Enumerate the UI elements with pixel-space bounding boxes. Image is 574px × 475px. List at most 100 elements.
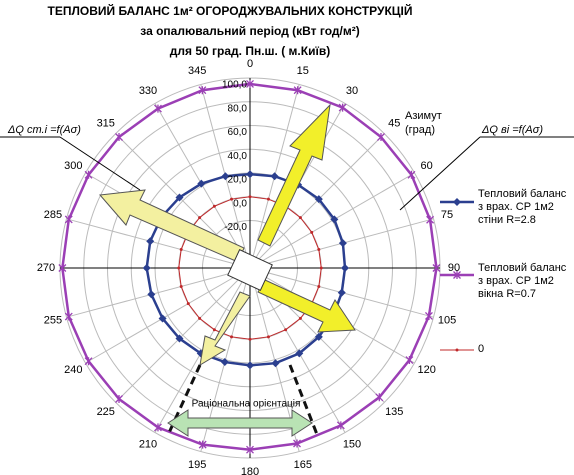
marker <box>146 237 155 246</box>
marker <box>455 348 459 352</box>
marker <box>336 421 345 430</box>
marker <box>317 248 321 252</box>
annotation: ΔQ ст.і =f(Aσ) <box>7 124 81 136</box>
marker <box>115 394 123 403</box>
angle-label: 255 <box>44 315 62 327</box>
spoke <box>66 218 251 269</box>
angle-label: 150 <box>343 439 361 451</box>
marker <box>314 332 323 341</box>
marker <box>198 86 207 95</box>
chart-title: ТЕПЛОВИЙ БАЛАНС 1м² ОГОРОДЖУВАЛЬНИХ КОНС… <box>47 3 412 18</box>
marker <box>295 349 304 358</box>
marker <box>314 195 323 204</box>
angle-label: 120 <box>417 364 435 376</box>
marker <box>248 337 252 341</box>
marker <box>319 266 323 270</box>
series <box>58 79 441 454</box>
radial-tick-label: -20,0 <box>224 222 247 233</box>
marker <box>266 335 270 339</box>
radial-tick-label: 100,0 <box>222 80 247 91</box>
angle-label: 225 <box>97 406 115 418</box>
marker <box>338 239 347 248</box>
angle-label: 165 <box>294 459 312 471</box>
marker <box>407 170 416 179</box>
marker <box>453 198 461 206</box>
angle-label: 180 <box>241 466 259 475</box>
marker <box>142 264 151 272</box>
angle-label: 75 <box>441 209 453 221</box>
angle-label: 30 <box>346 85 358 97</box>
marker <box>432 264 441 272</box>
angle-label: 15 <box>297 65 309 77</box>
spoke <box>66 267 251 318</box>
radial-tick-label: 20,0 <box>228 175 248 186</box>
angle-label: 105 <box>438 315 456 327</box>
marker <box>246 445 254 454</box>
marker <box>271 359 280 368</box>
angle-label: 345 <box>188 65 206 77</box>
marker <box>64 312 73 321</box>
legend-text: Тепловий баланс з врах. СР 1м2 стіни R=2… <box>478 188 567 226</box>
marker <box>186 302 190 306</box>
marker <box>175 193 184 202</box>
marker <box>270 172 279 181</box>
angle-label: 210 <box>139 439 157 451</box>
angle-label: 90 <box>448 262 460 274</box>
building <box>227 249 273 291</box>
angle-label: 60 <box>421 160 433 172</box>
subtitle: для 50 град. Пн.ш. ( м.Київ) <box>170 44 330 58</box>
marker <box>293 86 302 95</box>
marker <box>58 264 67 272</box>
marker <box>212 204 216 208</box>
arrow <box>167 409 313 437</box>
marker <box>246 79 254 88</box>
marker <box>212 328 216 332</box>
marker <box>115 133 123 142</box>
marker <box>298 216 302 220</box>
radial-tick-label: 40,0 <box>228 151 248 162</box>
marker <box>298 316 302 320</box>
marker <box>246 361 254 370</box>
marker <box>64 215 73 224</box>
marker <box>198 216 202 220</box>
angle-label: 330 <box>139 85 157 97</box>
marker <box>198 316 202 320</box>
marker <box>338 103 347 112</box>
marker <box>230 197 234 201</box>
marker <box>377 133 385 142</box>
marker <box>337 288 346 297</box>
marker <box>179 248 183 252</box>
marker <box>266 197 270 201</box>
marker <box>84 170 93 179</box>
marker <box>330 215 339 224</box>
annotation: (град) <box>405 124 435 136</box>
marker <box>175 334 184 343</box>
marker <box>317 284 321 288</box>
marker <box>375 393 384 402</box>
marker <box>197 179 206 188</box>
marker <box>310 230 314 234</box>
angle-label: 285 <box>44 209 62 221</box>
radial-tick-label: 60,0 <box>228 127 248 138</box>
marker <box>221 172 230 181</box>
annotation: ΔQ ві =f(Aσ) <box>481 124 543 136</box>
angle-label: 0 <box>247 58 253 70</box>
marker <box>154 423 162 432</box>
annotation: Раціональна орієнтація <box>192 399 301 410</box>
angle-label: 300 <box>64 160 82 172</box>
marker <box>426 215 435 224</box>
marker <box>293 439 301 448</box>
marker <box>84 357 93 366</box>
marker <box>230 335 234 339</box>
marker <box>198 440 207 449</box>
leader <box>399 136 481 211</box>
marker <box>147 290 156 299</box>
marker <box>154 104 162 113</box>
radial-tick-label: 80,0 <box>228 103 248 114</box>
marker <box>179 284 183 288</box>
arrows <box>0 103 574 438</box>
marker <box>284 328 288 332</box>
marker <box>424 311 433 320</box>
